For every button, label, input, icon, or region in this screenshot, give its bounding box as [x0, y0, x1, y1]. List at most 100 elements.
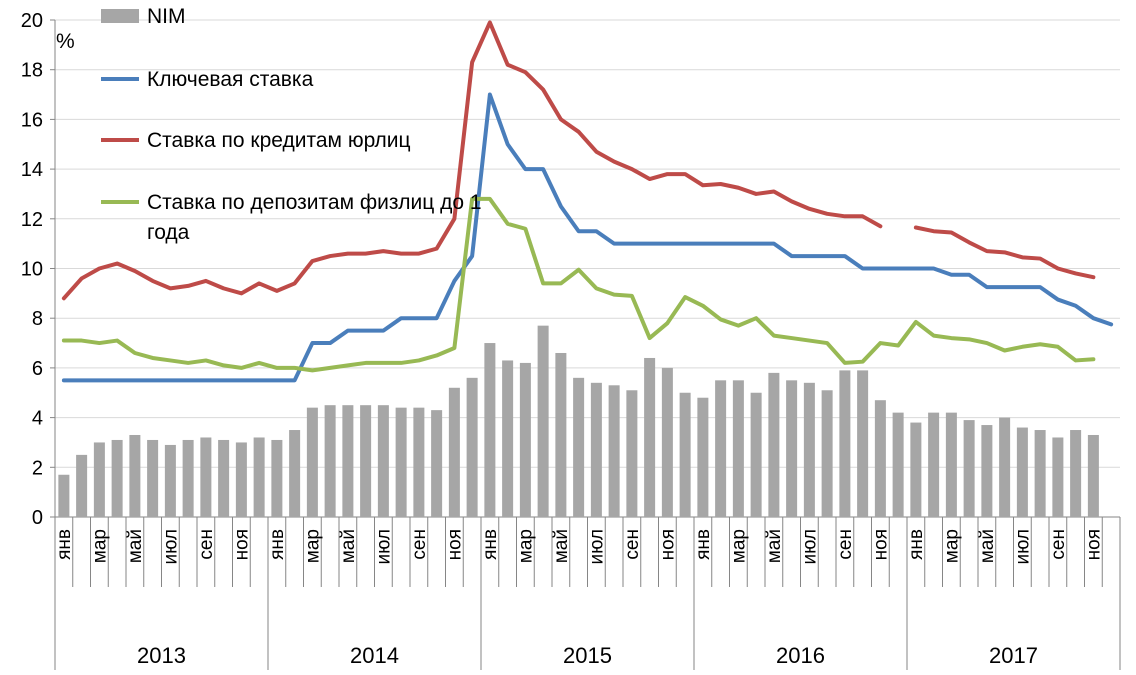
- year-label: 2014: [350, 643, 399, 668]
- y-tick-label: 16: [21, 109, 43, 131]
- month-tick-label: сен: [835, 529, 856, 560]
- nim-bar: [1052, 437, 1064, 517]
- month-tick-label: ноя: [870, 529, 891, 560]
- nim-bar: [413, 407, 425, 517]
- nim-bar: [732, 380, 744, 517]
- nim-bar: [377, 405, 389, 517]
- month-tick-label: мар: [515, 529, 536, 563]
- nim-bar: [945, 412, 957, 517]
- nim-bar: [466, 377, 478, 517]
- nim-bar: [573, 377, 585, 517]
- series-line: [61, 20, 1096, 301]
- nim-bar: [147, 439, 159, 517]
- month-tick-label: сен: [622, 529, 643, 560]
- nim-bar: [1070, 430, 1082, 517]
- month-tick-label: июл: [160, 529, 181, 565]
- nim-bar: [1016, 427, 1028, 517]
- year-label: 2015: [563, 643, 612, 668]
- nim-bar: [324, 405, 336, 517]
- axes: [50, 19, 1121, 670]
- y-tick-label: 8: [32, 308, 43, 330]
- year-labels: 2013 2014 2015 2016 2017: [137, 643, 1038, 668]
- nim-bar: [644, 357, 656, 517]
- month-tick-label: ноя: [231, 529, 252, 560]
- nim-bar: [679, 392, 691, 517]
- month-tick-label: май: [764, 529, 785, 563]
- nim-bar: [289, 430, 301, 517]
- month-tick-label: июл: [799, 529, 820, 565]
- month-tick-label: янв: [906, 529, 927, 560]
- month-tick-label: янв: [480, 529, 501, 560]
- year-label: 2017: [989, 643, 1038, 668]
- nim-bar: [892, 412, 904, 517]
- month-tick-label: июл: [1012, 529, 1033, 565]
- nim-bar: [963, 420, 975, 517]
- nim-bar: [786, 380, 798, 517]
- x-axis-ticks: янв мар май июл сен ноя янв мар май июл сен ноя янв м…: [54, 529, 1105, 565]
- month-tick-label: мар: [89, 529, 110, 563]
- y-tick-label: 2: [32, 457, 43, 479]
- nim-bar: [502, 360, 514, 517]
- month-tick-label: ноя: [444, 529, 465, 560]
- nim-bar: [821, 390, 833, 517]
- nim-bar: [271, 439, 283, 517]
- nim-bar: [608, 385, 620, 517]
- month-tick-label: янв: [267, 529, 288, 560]
- month-tick-label: мар: [302, 529, 323, 563]
- legend-label: Ставка по депозитам физлиц до 1 года: [147, 191, 482, 244]
- month-tick-label: янв: [693, 529, 714, 560]
- month-tick-label: мар: [941, 529, 962, 563]
- nim-bar: [431, 410, 443, 517]
- nim-bar: [626, 390, 638, 517]
- legend-swatch-bar: [101, 9, 139, 23]
- nim-bar: [58, 474, 70, 517]
- y-tick-label: 20: [21, 10, 43, 32]
- y-tick-label: 18: [21, 60, 43, 82]
- nim-bar: [981, 425, 993, 517]
- month-tick-label: янв: [54, 529, 75, 560]
- month-tick-label: май: [551, 529, 572, 563]
- y-tick-label: 12: [21, 209, 43, 231]
- nim-bar: [519, 362, 531, 517]
- nim-bar: [874, 400, 886, 517]
- y-tick-label: 6: [32, 358, 43, 380]
- y-tick-label: 4: [32, 408, 43, 430]
- nim-bar: [537, 325, 549, 517]
- nim-bar: [395, 407, 407, 517]
- nim-bar: [910, 422, 922, 517]
- year-label: 2016: [776, 643, 825, 668]
- nim-bar: [555, 352, 567, 517]
- nim-bar: [999, 417, 1011, 517]
- nim-bar: [697, 397, 709, 517]
- nim-bar: [253, 437, 265, 517]
- legend: NIM Ключевая ставка Ставка по кредитам юрл…: [101, 5, 482, 244]
- legend-label: Ставка по кредитам юрлиц: [147, 129, 411, 152]
- y-tick-label: 0: [32, 507, 43, 529]
- nim-bar: [857, 370, 869, 517]
- month-tick-label: май: [125, 529, 146, 563]
- nim-bar: [750, 392, 762, 517]
- month-tick-label: май: [338, 529, 359, 563]
- nim-bar: [111, 439, 123, 517]
- nim-bar: [661, 367, 673, 517]
- nim-bar: [76, 454, 88, 517]
- month-tick-label: сен: [1048, 529, 1069, 560]
- nim-bar: [803, 382, 815, 517]
- nim-bar: [164, 444, 176, 517]
- month-tick-label: май: [977, 529, 998, 563]
- series-line: [61, 92, 1114, 383]
- nim-bar: [218, 439, 230, 517]
- nim-bar: [342, 405, 354, 517]
- nim-bar: [360, 405, 372, 517]
- nim-bar: [182, 439, 194, 517]
- y-axis-ticks: 0 2 4 6 8 10 12 14 16 18 20: [21, 10, 43, 529]
- nim-bar: [129, 434, 141, 517]
- y-tick-label: 14: [21, 159, 43, 181]
- nim-bars: [58, 325, 1099, 517]
- legend-label: Ключевая ставка: [147, 68, 314, 91]
- month-tick-label: ноя: [657, 529, 678, 560]
- nim-bar: [484, 343, 496, 517]
- nim-bar: [715, 380, 727, 517]
- series-line: [61, 196, 1096, 373]
